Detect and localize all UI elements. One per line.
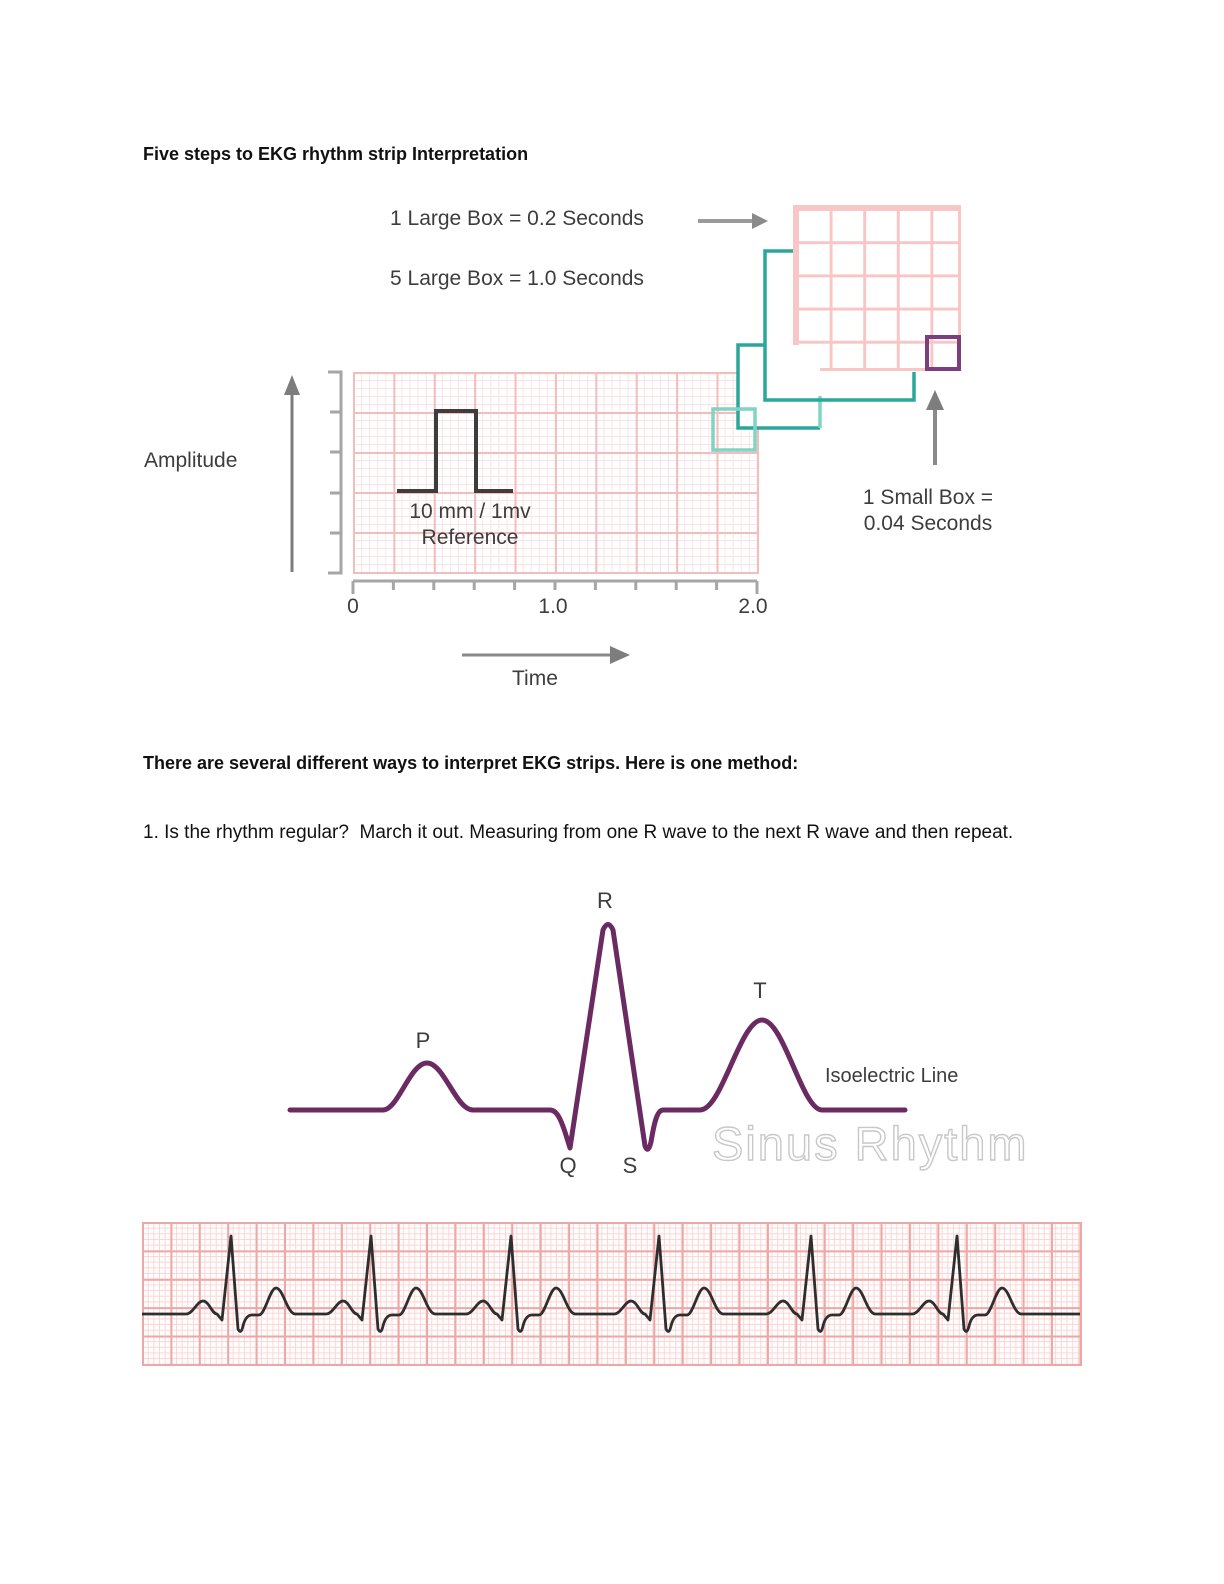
page-title: Five steps to EKG rhythm strip Interpret…: [143, 144, 529, 164]
zoom-callout-medium-box: [738, 345, 820, 428]
calibration-diagram: 1 Large Box = 0.2 Seconds 5 Large Box = …: [130, 195, 1110, 725]
highlighted-small-box: [925, 335, 961, 371]
zoom-callout-connector: [763, 249, 916, 402]
ekg-rhythm-strip: [142, 1222, 1082, 1366]
time-arrow-icon: [462, 646, 630, 664]
s-wave-label: S: [623, 1153, 638, 1178]
amplitude-ruler: [328, 370, 343, 575]
zoom-callout-small-box: [711, 407, 757, 452]
reference-label-line1: 10 mm / 1mv: [409, 500, 531, 523]
ekg-strip-svg: [142, 1234, 1080, 1333]
time-axis-tick-2: 2.0: [738, 595, 768, 618]
large-box-5-label: 5 Large Box = 1.0 Seconds: [390, 267, 644, 290]
amplitude-arrow-icon: [284, 375, 300, 572]
calibration-diagram-overlay: [284, 213, 944, 664]
large-box-arrow-icon: [698, 213, 768, 229]
p-wave-label: P: [416, 1028, 431, 1053]
small-box-label: 1 Small Box = 0.04 Seconds: [848, 485, 1008, 537]
step1-paragraph: 1. Is the rhythm regular? March it out. …: [143, 822, 1014, 843]
pqrst-svg: Sinus Rhythm P R T Q S Isoelectric Line: [287, 888, 1029, 1178]
magnified-large-box-grid: [793, 205, 961, 371]
small-box-label-line2: 0.04 Seconds: [863, 512, 993, 535]
time-label: Time: [512, 667, 558, 690]
ekg-strip-trace-path: [142, 1234, 1080, 1333]
small-box-label-line1: 1 Small Box =: [862, 486, 994, 509]
q-wave-label: Q: [559, 1153, 576, 1178]
r-wave-label: R: [597, 888, 613, 913]
reference-label-line2: Reference: [421, 526, 519, 549]
sinus-rhythm-watermark: Sinus Rhythm: [712, 1117, 1029, 1170]
amplitude-label: Amplitude: [144, 449, 238, 472]
large-box-1-label: 1 Large Box = 0.2 Seconds: [390, 207, 644, 230]
method-heading: There are several different ways to inte…: [143, 753, 799, 773]
pqrst-diagram: Sinus Rhythm P R T Q S Isoelectric Line: [140, 870, 1100, 1185]
time-axis-tick-0: 0: [347, 595, 359, 618]
pqrst-waveform-trace: [287, 922, 908, 1152]
ekg-grid-paper: [353, 372, 759, 574]
reference-pulse-trace: [397, 409, 513, 493]
time-axis-tick-1: 1.0: [538, 595, 568, 618]
zoom-callout-medium-box-border: [736, 343, 820, 430]
small-box-arrow-icon: [926, 390, 944, 465]
t-wave-label: T: [753, 978, 766, 1003]
time-ruler: [351, 579, 759, 594]
isoelectric-line-label: Isoelectric Line: [825, 1065, 958, 1087]
